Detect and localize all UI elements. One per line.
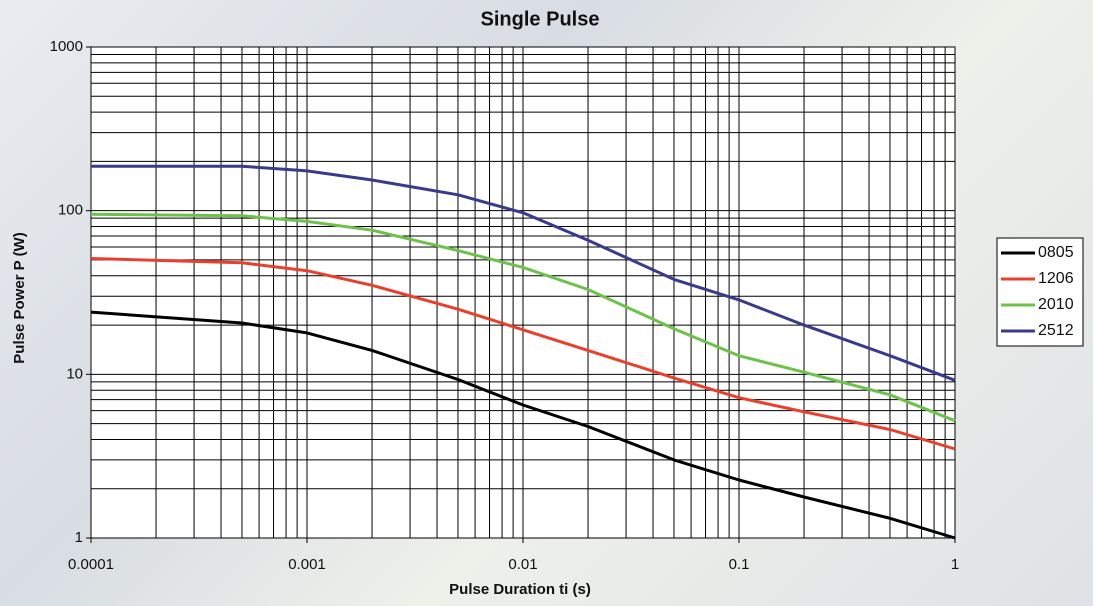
legend-label: 2010 — [1038, 296, 1074, 313]
series-line — [90, 310, 956, 540]
x-tick-label: 0.01 — [508, 556, 537, 573]
y-tick-label: 100 — [58, 202, 83, 219]
x-tick-label: 1 — [951, 556, 959, 573]
x-tick-label: 0.001 — [288, 556, 326, 573]
chart-title: Single Pulse — [481, 8, 600, 30]
x-axis-label: Pulse Duration ti (s) — [449, 581, 591, 598]
x-tick-label: 0.1 — [729, 556, 750, 573]
series-line — [90, 257, 956, 451]
y-tick-label: 1 — [75, 529, 83, 546]
legend-box — [996, 237, 1084, 347]
plot-border — [90, 46, 956, 539]
legend-label: 0805 — [1038, 244, 1074, 261]
x-tick-label: 0.0001 — [68, 556, 114, 573]
legend-label: 1206 — [1038, 270, 1074, 287]
y-axis-label: Pulse Power P (W) — [11, 232, 28, 363]
series-line — [91, 164, 956, 382]
legend-label: 2512 — [1038, 322, 1074, 339]
series-line — [90, 212, 956, 423]
y-tick-label: 10 — [66, 365, 83, 382]
y-tick-label: 1000 — [50, 38, 83, 55]
